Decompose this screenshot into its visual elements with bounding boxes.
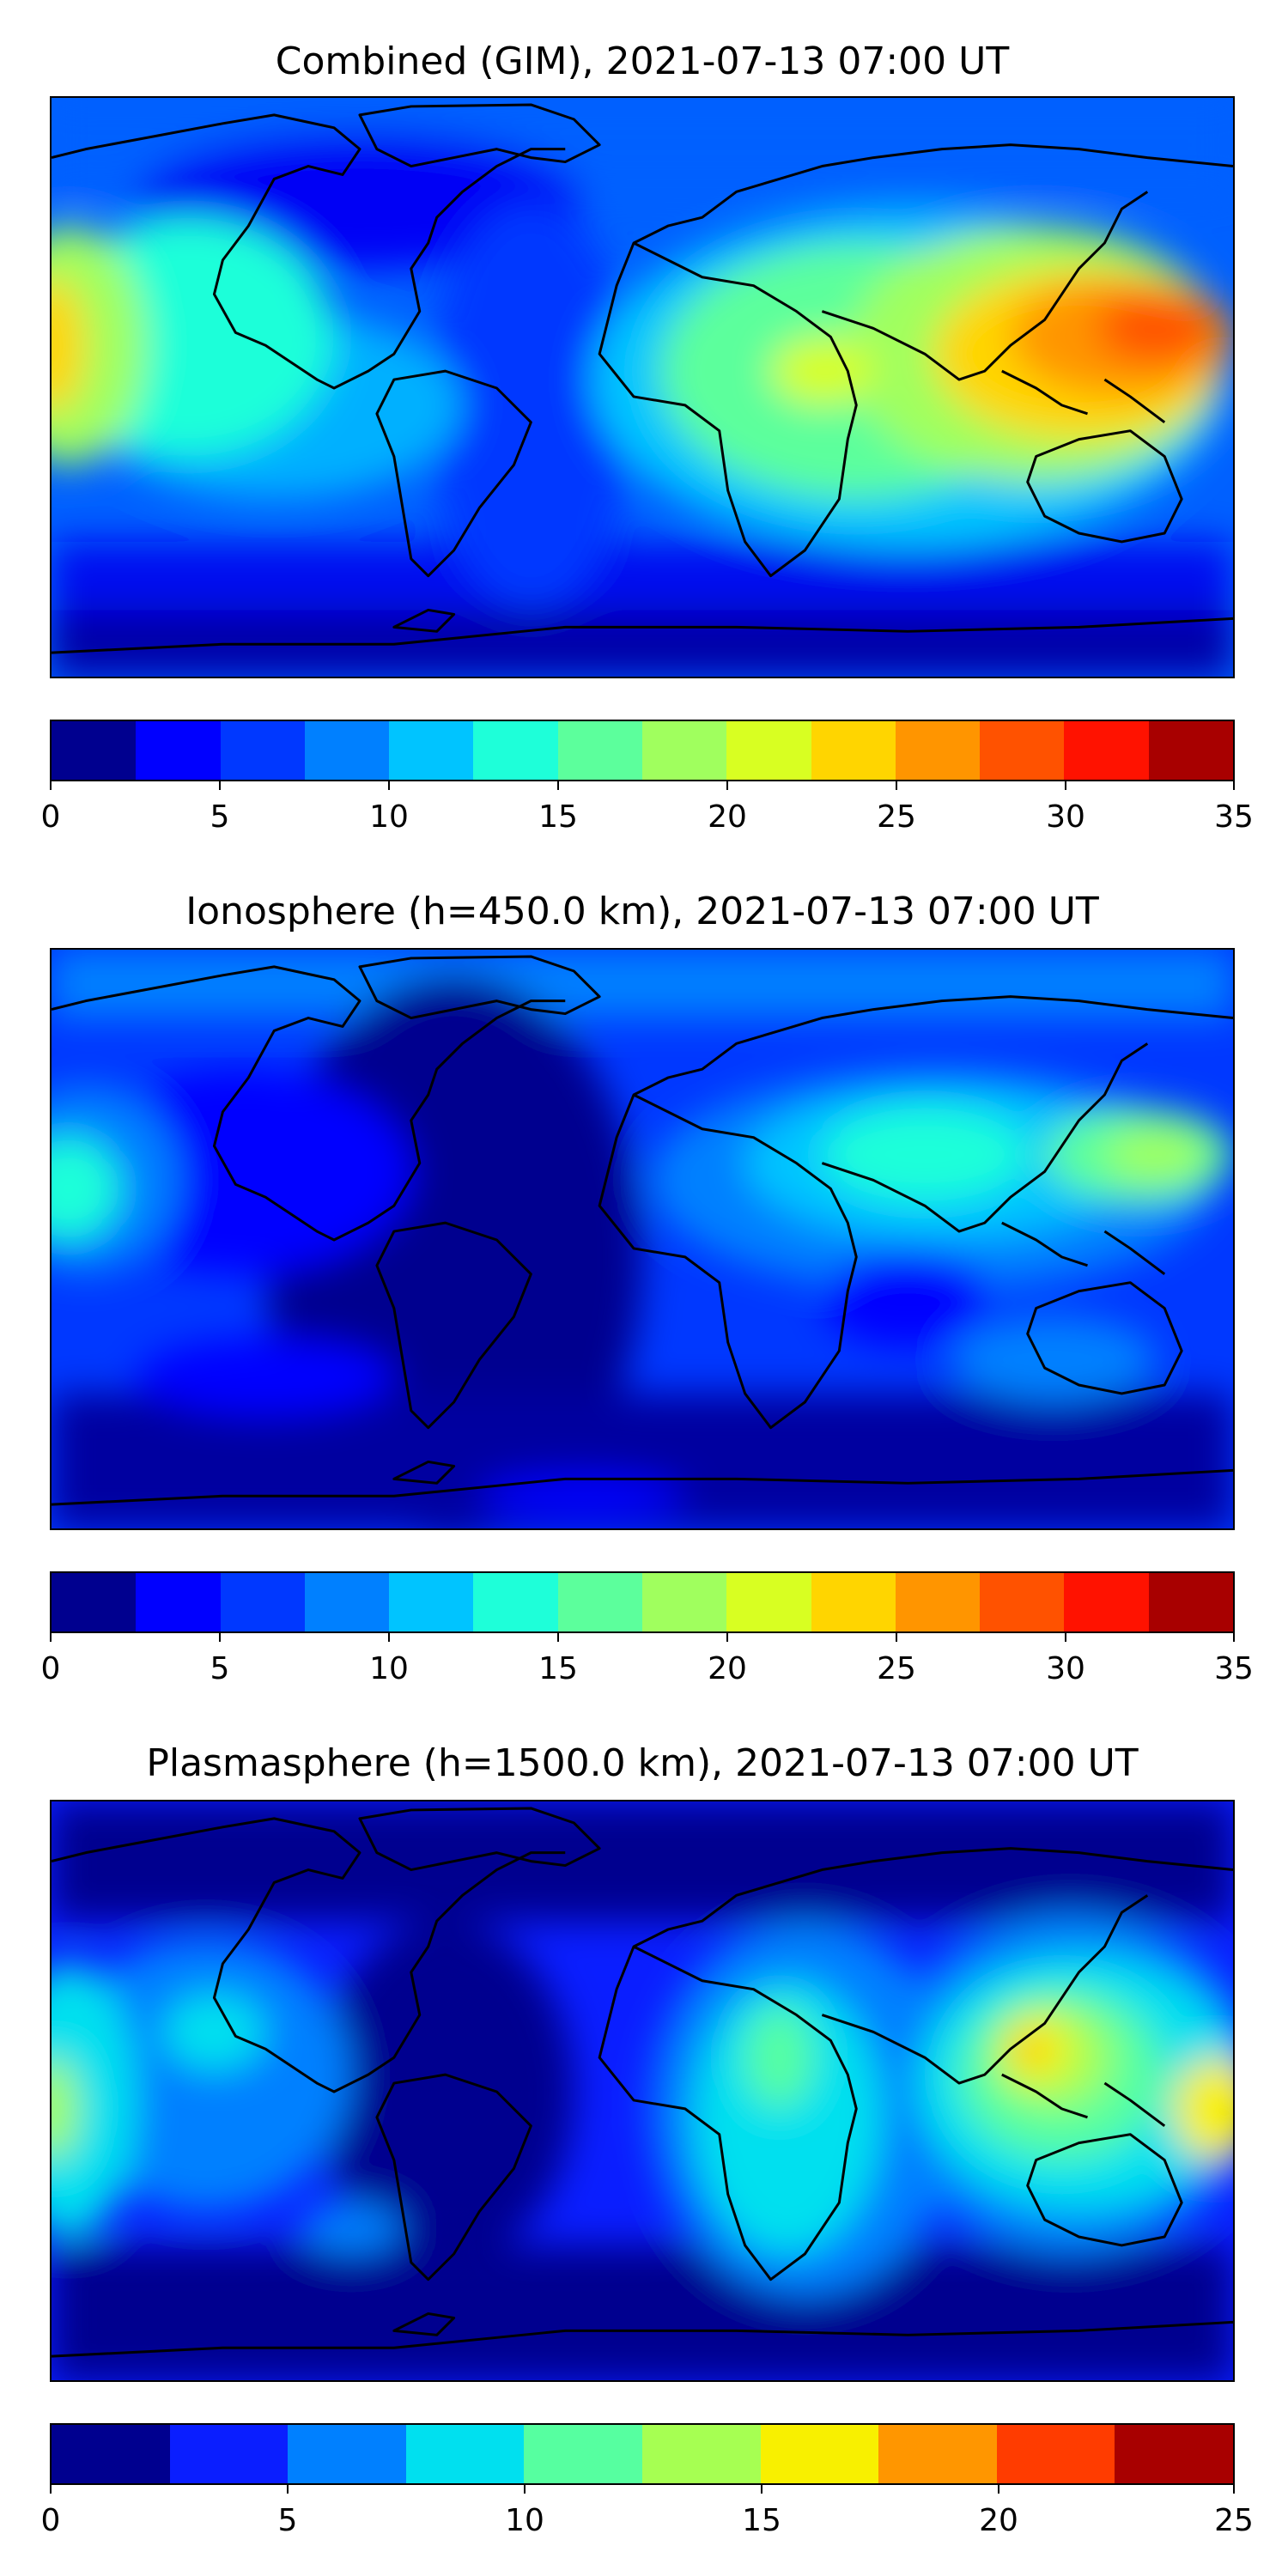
colorbar-swatch: [1064, 721, 1149, 780]
colorbar-tick-label: 5: [210, 1651, 230, 1686]
colorbar-tick-mark: [1233, 1633, 1235, 1642]
colorbar-swatch: [811, 1573, 896, 1631]
colorbar-tick-mark: [761, 2485, 762, 2494]
colorbar-swatch: [473, 1573, 558, 1631]
colorbar-tick-label: 30: [1046, 1651, 1085, 1686]
colorbar-tick-mark: [726, 781, 728, 790]
colorbar-swatch: [136, 721, 221, 780]
colorbar-tick-mark: [50, 1633, 52, 1642]
colorbar-tick-mark: [219, 781, 221, 790]
colorbar-tick-label: 25: [877, 799, 916, 835]
colorbar-swatch: [405, 2425, 525, 2483]
colorbar-swatch: [473, 721, 558, 780]
colorbar-tick-mark: [50, 781, 52, 790]
colorbar-swatch: [1064, 1573, 1149, 1631]
colorbar-tick-mark: [219, 1633, 221, 1642]
colorbar-tick-mark: [896, 781, 897, 790]
colorbar-tick-label: 5: [277, 2503, 298, 2538]
colorbar-swatch: [389, 721, 474, 780]
colorbar-swatch: [760, 2425, 879, 2483]
colorbar-swatch: [996, 2425, 1115, 2483]
colorbar-tick-mark: [998, 2485, 999, 2494]
colorbar-swatch: [52, 2425, 170, 2483]
colorbar-swatch: [288, 2425, 406, 2483]
colorbar-tick-mark: [1065, 781, 1066, 790]
colorbar-tick-label: 0: [40, 799, 61, 835]
colorbar-tick-label: 10: [369, 799, 409, 835]
colorbar-tick-label: 20: [708, 799, 747, 835]
colorbar-swatch: [980, 721, 1065, 780]
colorbar-swatch: [389, 1573, 474, 1631]
colorbar-tick-label: 35: [1214, 799, 1254, 835]
colorbar-tick-mark: [388, 781, 390, 790]
colorbar-swatch: [52, 721, 137, 780]
colorbar-swatch: [726, 721, 811, 780]
colorbar-tick-mark: [1233, 781, 1235, 790]
colorbar-combined: [50, 720, 1235, 781]
colorbar-swatch: [304, 1573, 390, 1631]
colorbar-swatch: [1148, 1573, 1233, 1631]
colorbar-tick-label: 35: [1214, 1651, 1254, 1686]
colorbar-tick-mark: [388, 1633, 390, 1642]
colorbar-tick-label: 0: [40, 2503, 61, 2538]
panel-title: Combined (GIM), 2021-07-13 07:00 UT: [275, 39, 1010, 83]
colorbar-tick-mark: [50, 2485, 52, 2494]
panel-title: Ionosphere (h=450.0 km), 2021-07-13 07:0…: [185, 890, 1099, 933]
colorbar-tick-mark: [896, 1633, 897, 1642]
map-ionosphere: [50, 948, 1235, 1530]
colorbar-swatch: [304, 721, 390, 780]
colorbar-swatch: [895, 721, 981, 780]
colorbar-tick-label: 5: [210, 799, 230, 835]
colorbar-swatch: [641, 2425, 761, 2483]
colorbar-swatch: [641, 1573, 727, 1631]
colorbar-plasmasphere: [50, 2423, 1235, 2485]
map-plasmasphere: [50, 1800, 1235, 2382]
colorbar-swatch: [878, 2425, 997, 2483]
colorbar-tick-mark: [557, 781, 559, 790]
colorbar-tick-label: 10: [369, 1651, 409, 1686]
colorbar-swatch: [524, 2425, 642, 2483]
colorbar-tick-mark: [524, 2485, 526, 2494]
colorbar-swatch: [557, 721, 642, 780]
colorbar-swatch: [169, 2425, 289, 2483]
colorbar-tick-label: 20: [979, 2503, 1018, 2538]
colorbar-tick-mark: [287, 2485, 289, 2494]
colorbar-swatch: [136, 1573, 221, 1631]
colorbar-tick-label: 25: [877, 1651, 916, 1686]
colorbar-tick-label: 10: [505, 2503, 544, 2538]
colorbar-swatch: [641, 721, 727, 780]
colorbar-ionosphere: [50, 1571, 1235, 1633]
colorbar-swatch: [1148, 721, 1233, 780]
colorbar-tick-mark: [1233, 2485, 1235, 2494]
colorbar-tick-mark: [726, 1633, 728, 1642]
colorbar-swatch: [557, 1573, 642, 1631]
colorbar-tick-label: 15: [742, 2503, 781, 2538]
panel-title: Plasmasphere (h=1500.0 km), 2021-07-13 0…: [146, 1741, 1139, 1785]
colorbar-tick-label: 25: [1214, 2503, 1254, 2538]
colorbar-tick-label: 0: [40, 1651, 61, 1686]
colorbar-swatch: [726, 1573, 811, 1631]
colorbar-swatch: [52, 1573, 137, 1631]
colorbar-tick-label: 30: [1046, 799, 1085, 835]
colorbar-tick-mark: [1065, 1633, 1066, 1642]
colorbar-swatch: [220, 1573, 305, 1631]
colorbar-swatch: [811, 721, 896, 780]
colorbar-swatch: [980, 1573, 1065, 1631]
colorbar-tick-mark: [557, 1633, 559, 1642]
colorbar-swatch: [220, 721, 305, 780]
colorbar-swatch: [895, 1573, 981, 1631]
map-combined: [50, 96, 1235, 678]
colorbar-swatch: [1115, 2425, 1233, 2483]
colorbar-tick-label: 15: [538, 799, 578, 835]
colorbar-tick-label: 15: [538, 1651, 578, 1686]
colorbar-tick-label: 20: [708, 1651, 747, 1686]
